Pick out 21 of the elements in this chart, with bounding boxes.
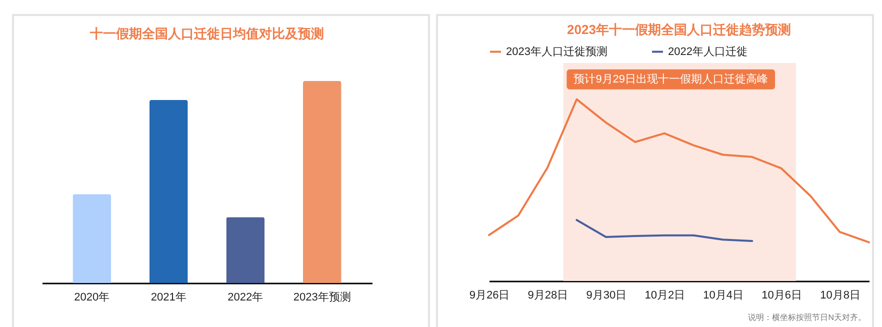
x-tick-label: 9月26日 — [469, 290, 510, 302]
text: 说明：横坐标按照节日N天对齐。 — [748, 312, 866, 323]
x-tick-label: 2022年 — [228, 292, 264, 304]
bar — [226, 217, 265, 283]
chart-title: 2023年十一假期全国人口迁徙趋势预测 — [567, 22, 791, 37]
x-tick-label: 10月4日 — [703, 290, 744, 302]
x-tick-label: 9月30日 — [586, 290, 627, 302]
chart-title: 十一假期全国人口迁徙日均值对比及预测 — [89, 26, 324, 41]
annotation: 预计9月29日出现十一假期人口迁徙高峰 — [574, 72, 768, 86]
bar — [302, 81, 342, 283]
bar — [149, 100, 188, 283]
x-tick-label: 2021年 — [150, 292, 186, 304]
x-tick-label: 10月6日 — [762, 290, 802, 302]
bar — [72, 194, 112, 283]
x-tick-label: 9月28日 — [528, 290, 568, 302]
x-tick-label: 10月2日 — [644, 290, 686, 302]
x-tick-label: 2023年预测 — [293, 292, 351, 304]
x-tick-label: 10月8日 — [820, 290, 860, 302]
x-tick-label: 2020年 — [74, 292, 110, 304]
legend-label: 2023年人口迁徙预测 — [506, 44, 608, 58]
legend-label: 2022年人口迁徙 — [668, 44, 748, 58]
